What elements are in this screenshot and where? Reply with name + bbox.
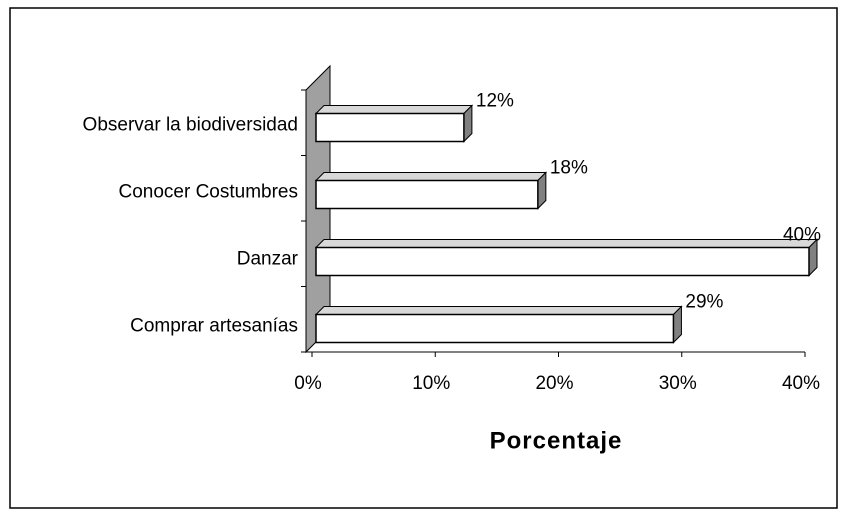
bar-top [314, 239, 819, 248]
x-tick-label: 30% [659, 373, 697, 394]
x-tick-label: 10% [412, 373, 450, 394]
data-label: 18% [550, 158, 588, 179]
bar [315, 246, 810, 277]
x-tick-label: 40% [782, 373, 820, 394]
x-tick-label: 20% [535, 373, 573, 394]
data-label: 40% [783, 225, 821, 246]
bar [315, 179, 539, 210]
bar-top [314, 105, 474, 114]
y-tick-label: Observar la biodiversidad [83, 115, 298, 136]
bar [315, 112, 465, 143]
data-label: 29% [685, 292, 723, 313]
y-tick-label: Danzar [237, 249, 299, 270]
bar-top [314, 306, 683, 315]
x-axis-title: Porcentaje [490, 427, 623, 454]
y-tick-label: Comprar artesanías [130, 316, 298, 337]
bar [315, 313, 675, 344]
y-tick-label: Conocer Costumbres [118, 182, 298, 203]
x-tick-label: 0% [294, 373, 322, 394]
bar-top [314, 172, 548, 181]
data-label: 12% [476, 91, 514, 112]
